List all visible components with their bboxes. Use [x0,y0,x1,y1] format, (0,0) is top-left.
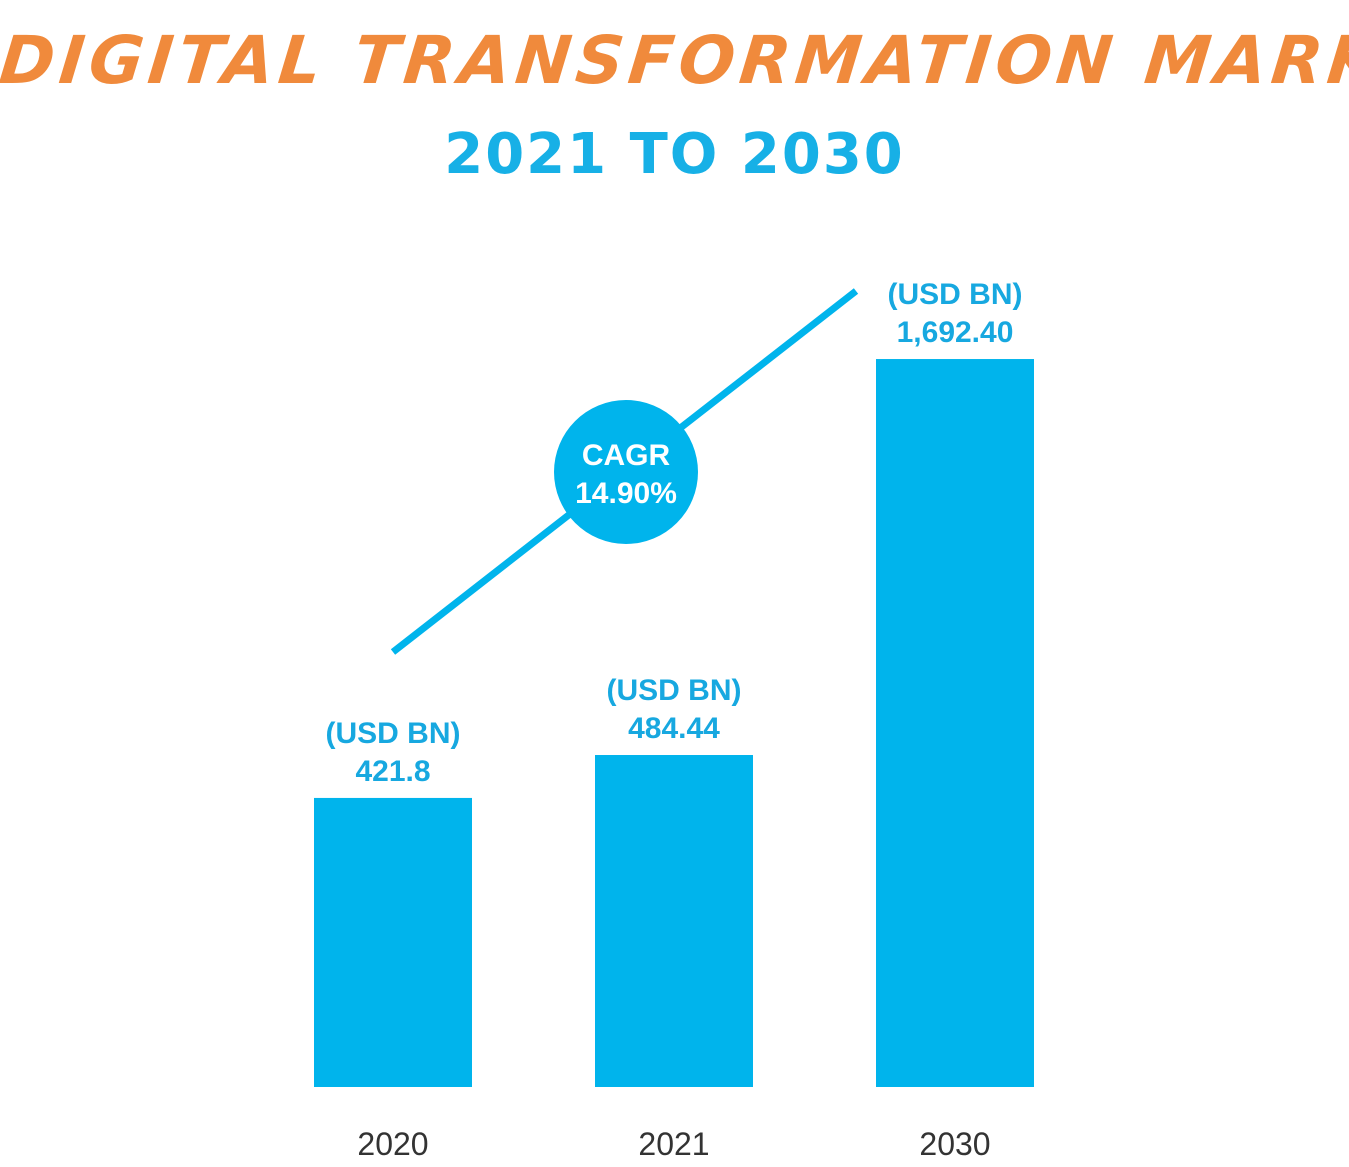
unit-label-2021: (USD BN) [607,674,742,707]
bar-2030 [876,359,1034,1087]
chart-subtitle: 2021 TO 2030 [444,122,905,187]
x-tick-2020: 2020 [357,1126,428,1162]
bars-group [314,359,1034,1087]
bar-2020 [314,797,472,1087]
cagr-label: CAGR [582,439,671,472]
bar-2021 [595,755,753,1087]
unit-label-2020: (USD BN) [326,717,461,750]
cagr-circle [554,400,698,544]
value-label-2030: 1,692.40 [897,316,1014,349]
x-tick-2030: 2030 [919,1126,990,1162]
x-tick-2021: 2021 [638,1126,709,1162]
cagr-value: 14.90% [575,477,677,510]
value-label-2021: 484.44 [628,712,720,745]
value-labels-group: (USD BN) 421.8 (USD BN) 484.44 (USD BN) 1,692… [326,278,1023,788]
unit-label-2030: (USD BN) [888,278,1023,311]
x-axis-ticks-group: 2020 2021 2030 [357,1126,990,1162]
cagr-badge: CAGR 14.90% [554,400,698,544]
value-label-2020: 421.8 [355,755,430,788]
